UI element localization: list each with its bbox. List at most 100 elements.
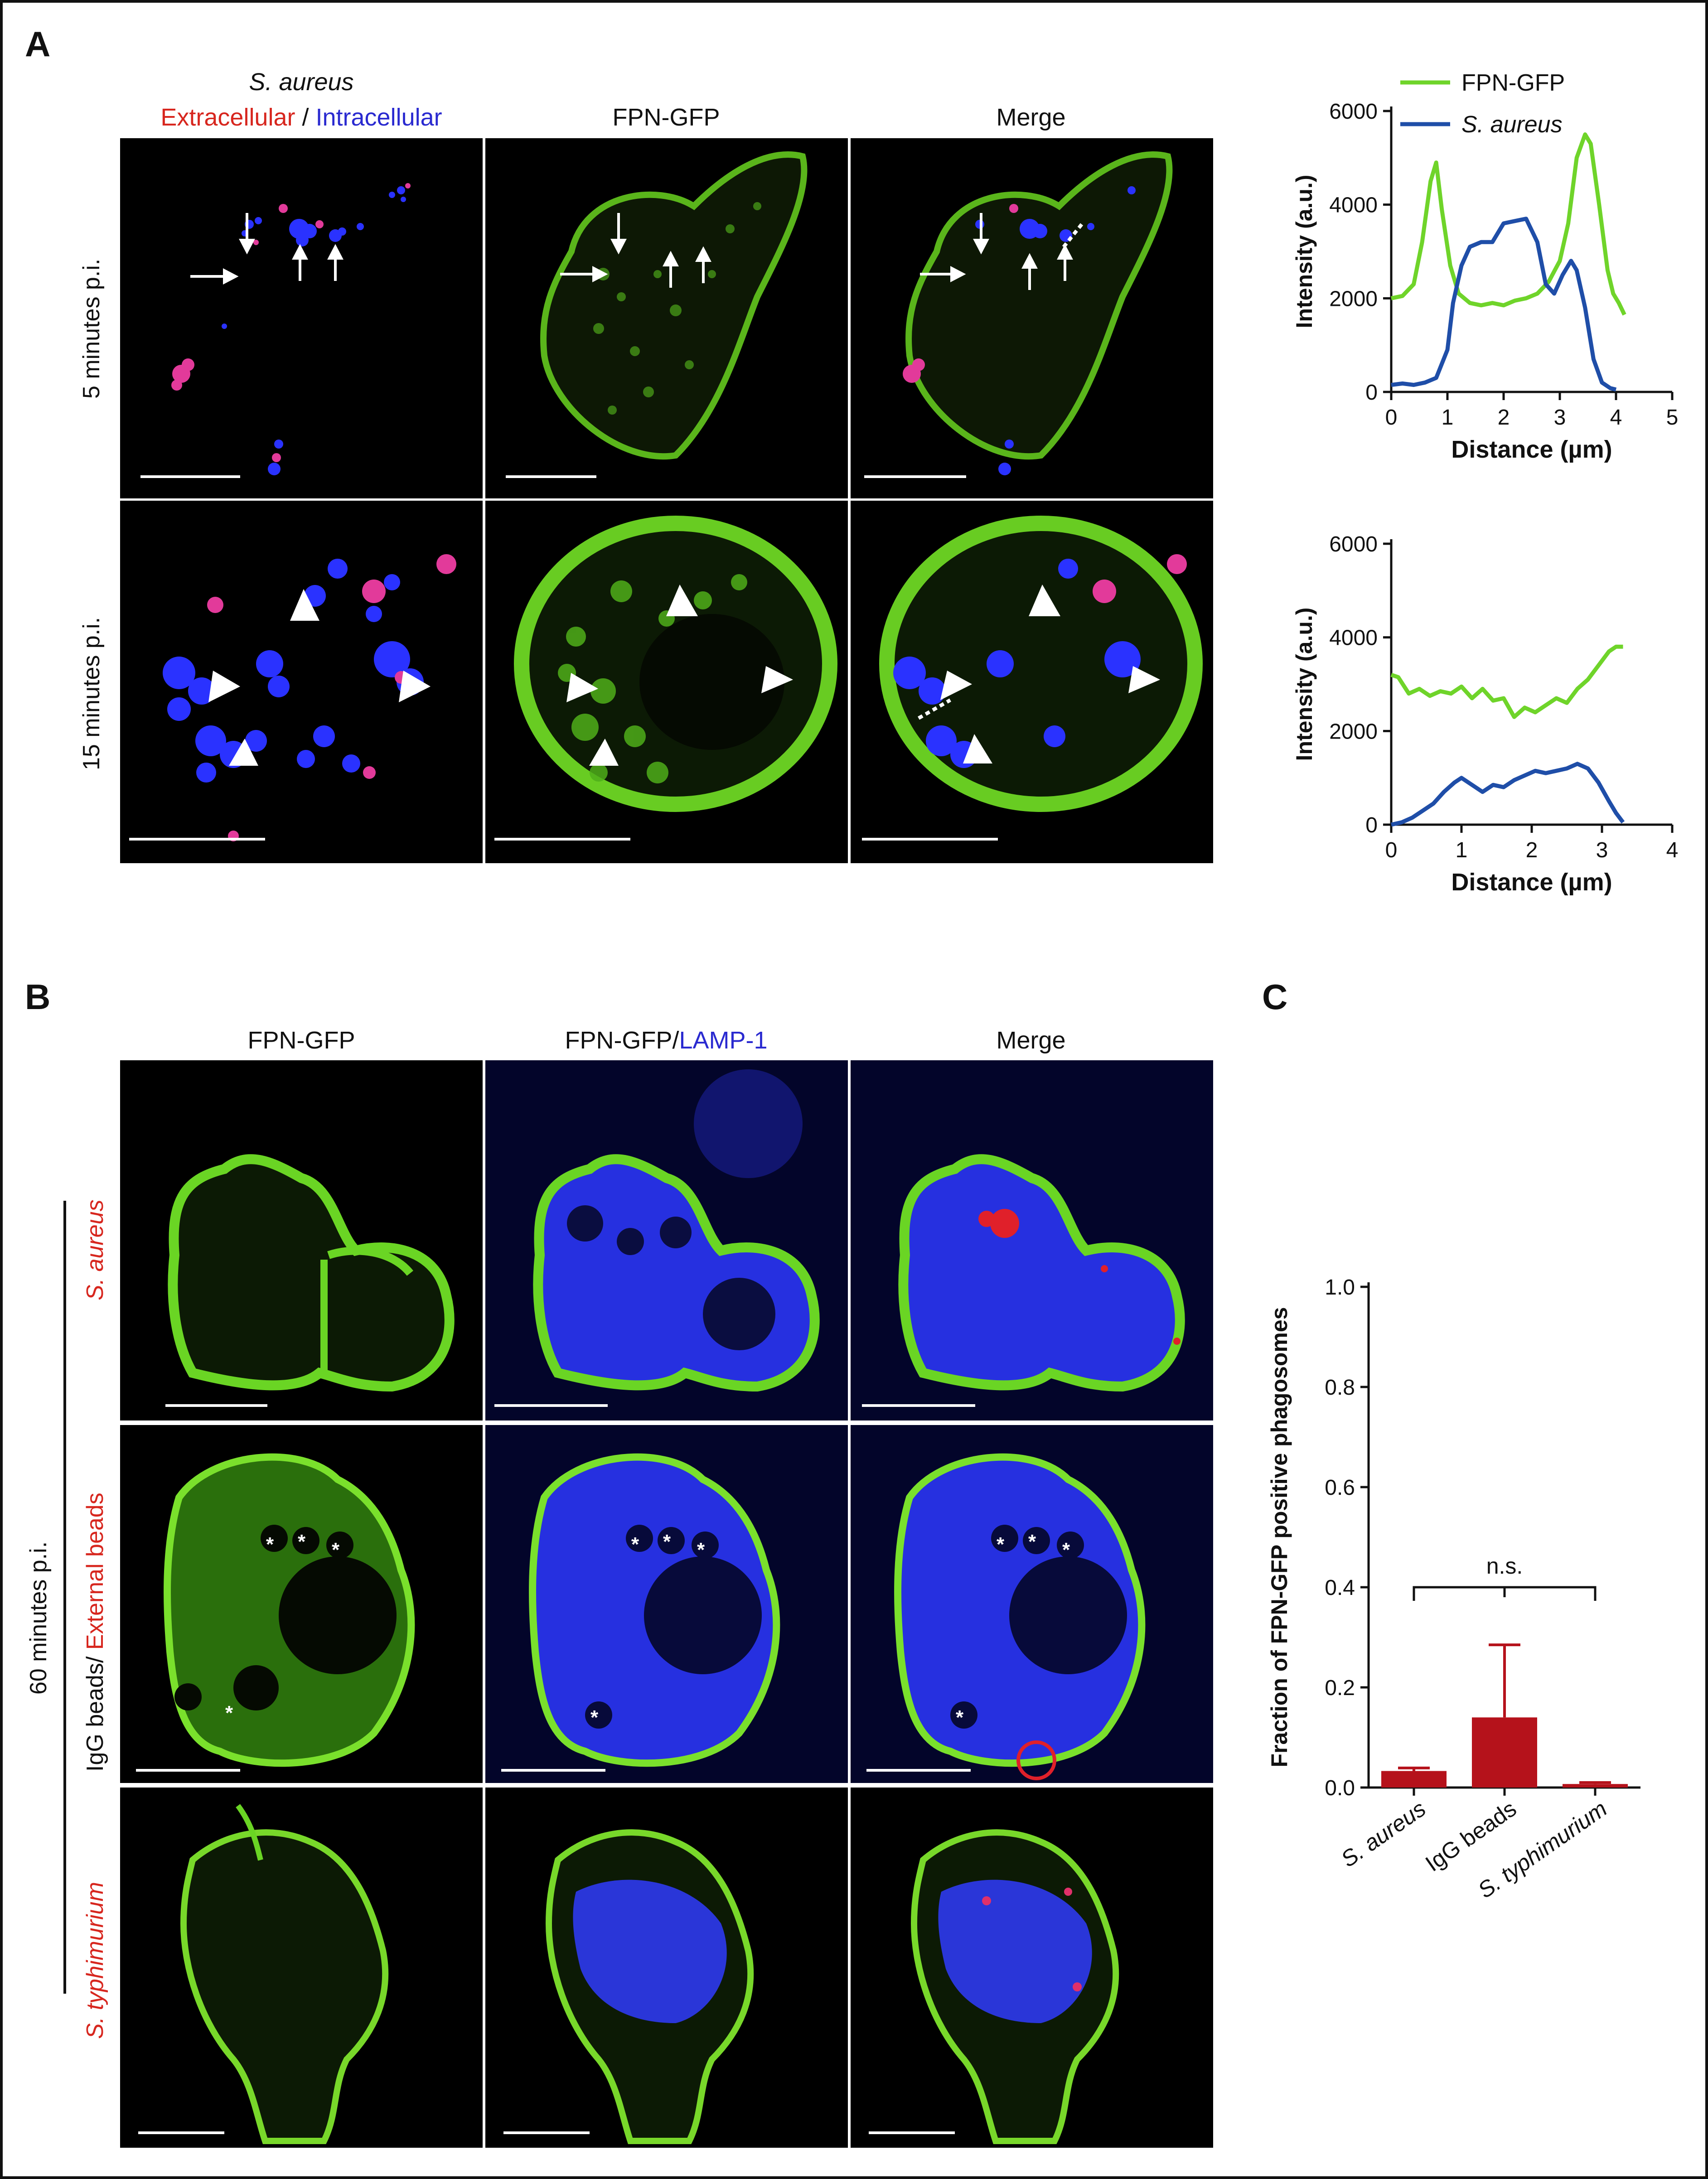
y-axis-label: Intensity (a.u.)	[1292, 608, 1317, 761]
y-axis-label: Intensity (a.u.)	[1292, 175, 1317, 329]
a-img-5min-saureus	[120, 138, 483, 498]
line-chart-5min: 0 2000 4000 6000 0 1 2 3 4 5 Distance (µm) Intensit…	[1292, 70, 1679, 463]
b-row2-label: IgG beads/ External beads	[82, 1493, 109, 1772]
x-tick-label: 1	[1456, 838, 1468, 862]
scale-bar	[138, 2131, 224, 2134]
b-img-styph-merge	[851, 1788, 1213, 2148]
b-col1-title: FPN-GFP	[247, 1027, 355, 1054]
asterisk: *	[697, 1539, 705, 1561]
a-img-5min-fpn	[485, 138, 848, 498]
a-img-15min-merge	[851, 501, 1213, 863]
y-tick-label: 0.6	[1325, 1476, 1355, 1500]
asterisk: *	[1028, 1531, 1036, 1553]
b-img-styph-fpn	[120, 1788, 483, 2148]
line-chart-15min: 0 2000 4000 6000 0 1 2 3 4 Distance (µm) Intensity…	[1292, 532, 1679, 896]
y-tick-label: 0	[1365, 381, 1378, 405]
scale-bar	[866, 1769, 971, 1772]
scale-bar	[494, 838, 630, 841]
x-tick-label: 3	[1596, 838, 1608, 862]
legend-label: FPN-GFP	[1461, 70, 1565, 96]
significance-label: n.s.	[1486, 1553, 1523, 1579]
scale-bar	[506, 475, 596, 478]
a-col3-title: Merge	[996, 104, 1066, 131]
y-tick-label: 6000	[1329, 532, 1378, 556]
asterisk: *	[997, 1533, 1005, 1556]
b-img-saureus-lamp	[485, 1060, 848, 1420]
asterisk: *	[1062, 1539, 1070, 1561]
y-tick-label: 4000	[1329, 626, 1378, 650]
a-img-15min-fpn	[485, 501, 848, 863]
bar	[1563, 1784, 1628, 1788]
x-tick-label: 2	[1498, 406, 1510, 430]
b-igg-label: IgG beads/	[82, 1650, 108, 1772]
bar-chart-fraction: 0.0 0.2 0.4 0.6 0.8 1.0 Fraction of FPN-GFP po…	[1267, 1276, 1640, 1903]
x-tick-label: 3	[1554, 406, 1566, 430]
y-tick-label: 0.0	[1325, 1776, 1355, 1800]
a-extracellular-label: Extracellular	[160, 104, 295, 131]
asterisk: *	[225, 1702, 233, 1724]
b-group-label: 60 minutes p.i.	[25, 1541, 52, 1695]
y-tick-label: 0.2	[1325, 1676, 1355, 1700]
scale-bar	[869, 2131, 955, 2134]
a-row2-label: 15 minutes p.i.	[78, 617, 105, 770]
series-line-fpn-gfp	[1390, 644, 1623, 719]
series-line-s-aureus	[1391, 762, 1625, 827]
series-line-s-aureus	[1391, 217, 1617, 392]
scale-bar	[862, 1404, 975, 1407]
scale-bar	[165, 1404, 267, 1407]
asterisk: *	[332, 1539, 340, 1561]
x-tick-label: 0	[1385, 838, 1398, 862]
scale-bar	[136, 1769, 240, 1772]
asterisk: *	[590, 1706, 599, 1729]
x-tick-label: 5	[1666, 406, 1679, 430]
series-line-fpn-gfp	[1391, 132, 1626, 316]
x-tick-label: 2	[1526, 838, 1538, 862]
scale-bar	[503, 2131, 590, 2134]
a-intracellular-label: Intracellular	[315, 104, 442, 131]
y-tick-label: 0.4	[1325, 1576, 1355, 1600]
bar	[1472, 1717, 1537, 1788]
b-lamp1-label: LAMP-1	[679, 1027, 768, 1054]
b-img-saureus-fpn	[120, 1060, 483, 1420]
b-img-styph-lamp	[485, 1788, 848, 2148]
y-tick-label: 0.8	[1325, 1376, 1355, 1400]
y-tick-label: 2000	[1329, 720, 1378, 744]
scale-bar	[862, 838, 998, 841]
a-row1-label: 5 minutes p.i.	[78, 258, 105, 399]
bar	[1381, 1771, 1447, 1788]
y-tick-label: 6000	[1329, 100, 1378, 124]
y-tick-label: 1.0	[1325, 1276, 1355, 1300]
scale-bar	[129, 838, 265, 841]
b-fpn-label: FPN-GFP/	[565, 1027, 679, 1054]
asterisk: *	[631, 1533, 639, 1556]
x-axis-label: Distance (µm)	[1451, 869, 1612, 896]
y-tick-label: 0	[1365, 813, 1378, 837]
b-col2-title: FPN-GFP/LAMP-1	[485, 1026, 847, 1054]
panel-b-letter: B	[25, 977, 51, 1017]
x-tick-label: S. aureus	[1336, 1796, 1430, 1872]
b-img-igg-fpn: * * * *	[120, 1425, 483, 1783]
x-axis-label: Distance (µm)	[1451, 436, 1612, 463]
a-col2-title: FPN-GFP	[612, 104, 720, 131]
x-tick-label: 4	[1610, 406, 1622, 430]
scale-bar	[501, 1769, 605, 1772]
legend-label: S. aureus	[1461, 111, 1563, 138]
a-col1-title-top: S. aureus	[249, 68, 354, 96]
scale-bar	[494, 1404, 608, 1407]
x-tick-label: 0	[1385, 406, 1398, 430]
a-img-15min-saureus	[120, 501, 483, 863]
x-tick-label: 1	[1442, 406, 1454, 430]
x-tick-label: 4	[1666, 838, 1679, 862]
b-external-beads-label: External beads	[82, 1493, 108, 1650]
b-img-igg-lamp: * * * *	[485, 1425, 848, 1783]
b-col3-title: Merge	[996, 1027, 1066, 1054]
asterisk: *	[956, 1706, 964, 1729]
b-row3-label: S. typhimurium	[82, 1882, 108, 2039]
y-tick-label: 4000	[1329, 193, 1378, 217]
y-axis-label: Fraction of FPN-GFP positive phagosomes	[1267, 1307, 1292, 1768]
b-img-igg-merge: * * * *	[851, 1425, 1213, 1783]
b-group-bracket	[63, 1201, 66, 1994]
asterisk: *	[298, 1531, 306, 1553]
a-sep: /	[295, 104, 316, 131]
